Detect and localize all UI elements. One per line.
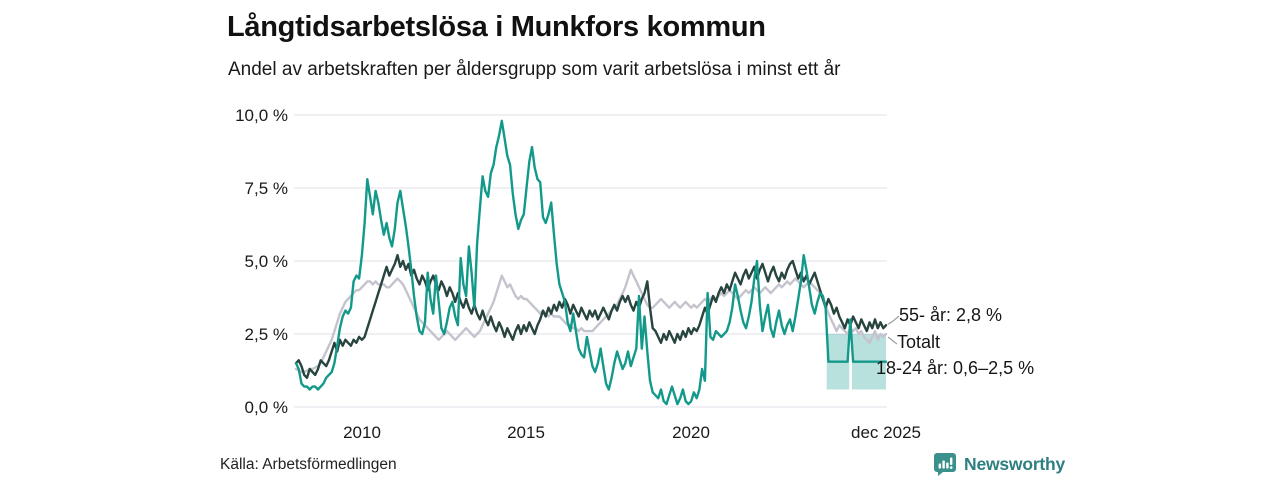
chart-subtitle: Andel av arbetskraften per åldersgrupp s… [228,59,841,80]
x-axis-tick-2015: 2015 [507,423,545,442]
gridlines [294,114,887,408]
series-label-55: 55- år: 2,8 % [899,305,1003,325]
series-line-55-r [294,253,888,379]
series-label-18-24: 18-24 år: 0,6–2,5 % [876,358,1035,378]
y-axis-tick-2-5: 2,5 % [244,325,288,344]
bar-chart-speech-bubble-icon [934,453,956,476]
brand-name: Newsworthy [964,453,1066,474]
label-connector-55 [887,315,900,325]
page-title: Långtidsarbetslösa i Munkfors kommun [227,11,766,43]
y-axis-tick-7-5: 7,5 % [244,179,288,198]
series-line-18-24-r [294,119,888,406]
y-axis-tick-0: 0,0 % [244,398,288,417]
x-axis-tick-2010: 2010 [343,423,381,442]
x-axis-tick-dec-2025: dec 2025 [851,423,921,442]
series-label-totalt: Totalt [897,332,941,352]
y-axis-tick-5: 5,0 % [244,252,288,271]
y-axis-tick-10: 10,0 % [235,106,288,125]
source-note: Källa: Arbetsförmedlingen [220,456,397,473]
x-axis-tick-2020: 2020 [672,423,710,442]
series-line-totalt [294,268,888,374]
data-lines [294,119,888,406]
label-connector-totalt [887,336,898,345]
newsworthy-logo[interactable]: Newsworthy [933,452,1065,476]
